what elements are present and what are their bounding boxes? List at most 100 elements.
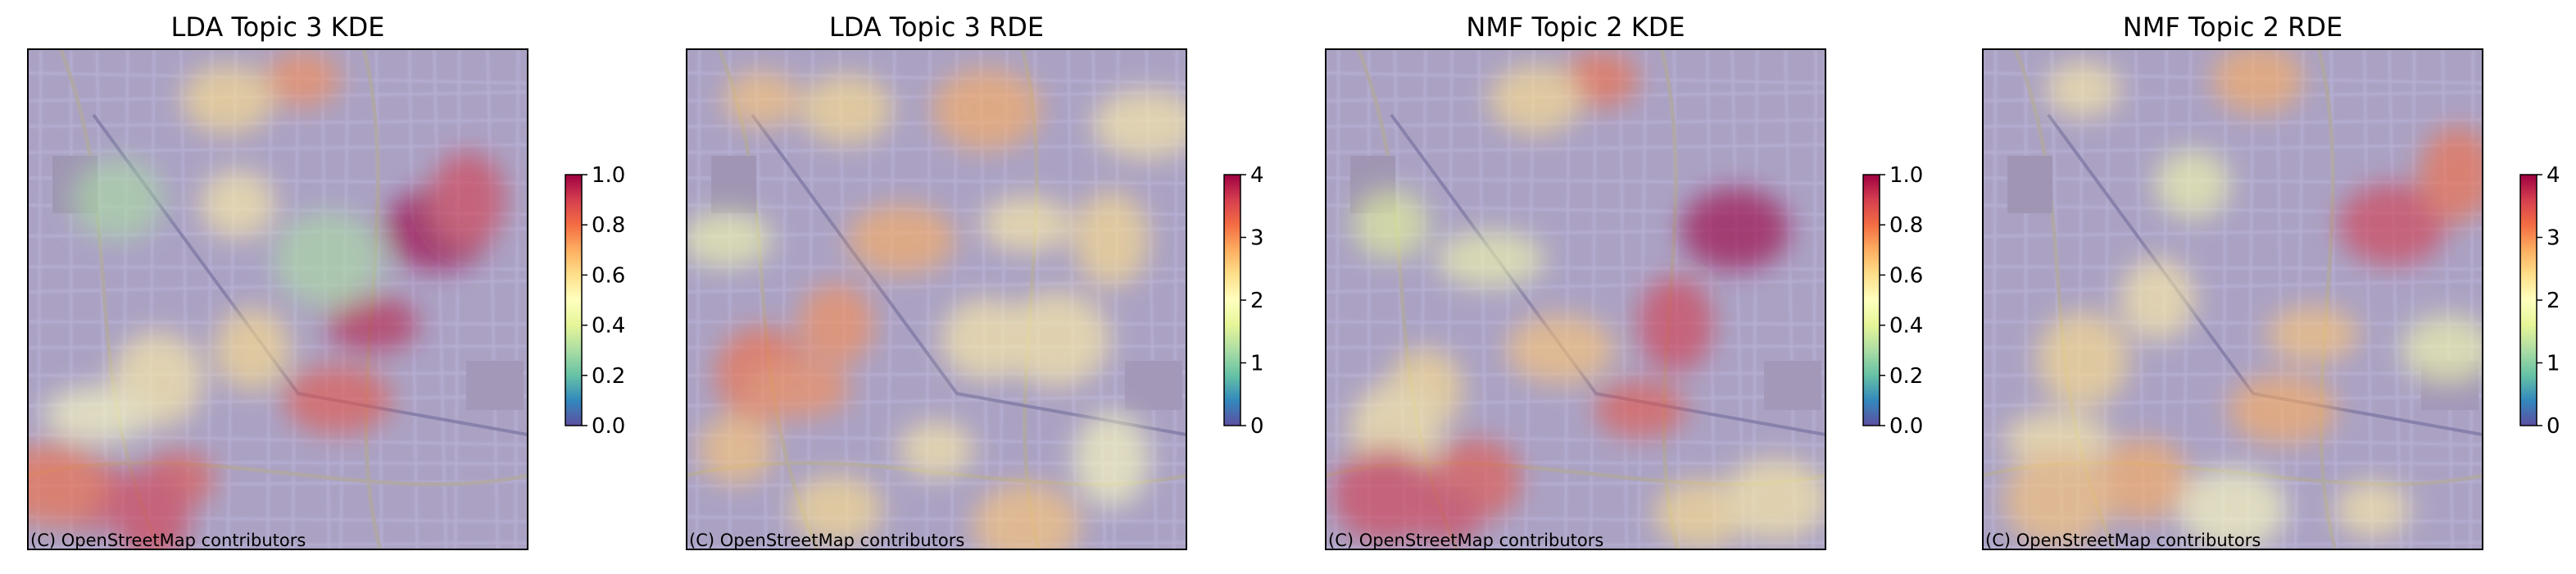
density-hotspot xyxy=(1638,276,1713,372)
colorbar-tick-label: 0.2 xyxy=(1889,364,1923,389)
density-hotspot xyxy=(699,415,774,484)
chart-title: NMF Topic 2 KDE xyxy=(1466,11,1685,43)
map-attribution: (C) OpenStreetMap contributors xyxy=(1328,531,1603,550)
density-hotspot xyxy=(2003,452,2112,547)
basemap xyxy=(687,49,1186,549)
density-hotspot xyxy=(2266,306,2359,362)
density-hotspot xyxy=(899,421,974,477)
density-hotspot xyxy=(972,483,1081,549)
density-hotspot xyxy=(2120,258,2196,340)
density-hotspot xyxy=(1436,231,1545,288)
basemap xyxy=(1983,49,2483,549)
density-hotspot xyxy=(1490,65,1582,134)
chart-panel-2: LDA Topic 3 RDE (C) OpenStreetMap contrib… xyxy=(686,11,1264,550)
colorbar-tick-label: 1 xyxy=(1250,352,1264,376)
density-hotspot xyxy=(182,65,274,134)
density-hotspot xyxy=(326,296,419,353)
density-hotspot xyxy=(115,467,191,549)
density-hotspot xyxy=(1594,381,1687,438)
density-hotspot xyxy=(1073,191,1150,287)
map-frame xyxy=(1982,48,2483,550)
density-hotspot xyxy=(1681,188,1790,271)
colorbar-tick-label: 1.0 xyxy=(1889,163,1923,188)
density-hotspot xyxy=(1408,486,1484,543)
density-overlay xyxy=(28,51,506,549)
density-hotspot xyxy=(43,386,152,443)
density-hotspot xyxy=(723,71,800,127)
chart-panel-4: NMF Topic 2 RDE (C) OpenStreetMap contrib… xyxy=(1982,11,2560,550)
density-hotspot xyxy=(429,152,506,247)
map-frame xyxy=(1325,48,1826,550)
density-hotspot xyxy=(2097,438,2189,521)
chart-panel-1: LDA Topic 3 KDE (C) OpenStreetMap contrib… xyxy=(27,11,625,550)
density-hotspot xyxy=(2045,61,2120,117)
density-hotspot xyxy=(2420,126,2483,222)
basemap xyxy=(28,49,528,549)
colorbar: 0 1 2 3 4 xyxy=(2519,163,2560,439)
density-hotspot xyxy=(2401,315,2483,384)
density-hotspot xyxy=(2211,49,2304,114)
density-hotspot xyxy=(687,211,773,267)
colorbar-tick-label: 0.4 xyxy=(592,314,625,339)
colorbar-tick-label: 0.0 xyxy=(592,414,625,439)
map-frame xyxy=(27,48,528,550)
density-hotspot xyxy=(2155,149,2231,219)
colorbar-tick-label: 0.2 xyxy=(592,364,625,389)
density-hotspot xyxy=(2179,468,2287,549)
map-attribution: (C) OpenStreetMap contributors xyxy=(689,531,964,550)
density-hotspot xyxy=(2334,481,2410,538)
density-hotspot xyxy=(274,212,382,308)
chart-title: LDA Topic 3 RDE xyxy=(829,11,1044,43)
colorbar-tick-label: 0 xyxy=(1250,414,1264,439)
basemap xyxy=(1326,49,1825,549)
chart-title: NMF Topic 2 RDE xyxy=(2123,11,2342,43)
density-hotspot xyxy=(1002,291,1111,387)
density-hotspot xyxy=(265,51,341,107)
density-hotspot xyxy=(980,196,1073,253)
density-hotspot xyxy=(791,475,882,544)
density-overlay xyxy=(687,68,1186,549)
density-hotspot xyxy=(932,68,1041,151)
colorbar-tick-label: 4 xyxy=(2547,163,2560,188)
density-hotspot xyxy=(800,75,893,144)
colorbar-tick-label: 1.0 xyxy=(592,163,625,188)
density-hotspot xyxy=(1562,51,1639,107)
density-hotspot xyxy=(28,443,107,526)
colorbar-tick-label: 0 xyxy=(2547,414,2560,439)
density-hotspot xyxy=(2003,411,2112,467)
colorbar: 0.0 0.2 0.4 0.6 0.8 1.0 xyxy=(1862,163,1923,439)
density-hotspot xyxy=(847,204,956,274)
colorbar-tick-label: 0.8 xyxy=(1889,213,1923,238)
density-hotspot xyxy=(2037,312,2129,408)
colorbar-tick-label: 1 xyxy=(2547,352,2560,376)
density-hotspot xyxy=(215,308,291,390)
density-hotspot xyxy=(1073,412,1150,508)
colorbar-tick-label: 0.6 xyxy=(592,263,625,288)
density-hotspot xyxy=(1721,458,1825,540)
density-overlay xyxy=(1331,51,1825,549)
map-attribution: (C) OpenStreetMap contributors xyxy=(1985,531,2261,550)
map-attribution: (C) OpenStreetMap contributors xyxy=(30,531,306,550)
colorbar-tick-label: 0.6 xyxy=(1889,263,1923,288)
chart-title: LDA Topic 3 KDE xyxy=(171,11,385,43)
colorbar: 0.0 0.2 0.4 0.6 0.8 1.0 xyxy=(565,163,625,439)
colorbar-tick-label: 0.8 xyxy=(592,213,625,238)
colorbar-tick-label: 2 xyxy=(1250,289,1264,313)
density-hotspot xyxy=(1092,89,1186,159)
density-hotspot xyxy=(742,361,851,417)
colorbar-tick-label: 3 xyxy=(1250,226,1264,251)
density-hotspot xyxy=(799,283,874,366)
density-hotspot xyxy=(2229,375,2337,444)
colorbar-tick-label: 0.4 xyxy=(1889,314,1923,339)
map-frame xyxy=(686,48,1187,550)
chart-panel-3: NMF Topic 2 KDE (C) OpenStreetMap contrib… xyxy=(1325,11,1923,550)
density-hotspot xyxy=(1506,315,1615,384)
density-hotspot xyxy=(1353,189,1429,259)
density-hotspot xyxy=(283,365,392,434)
density-hotspot xyxy=(200,170,276,239)
colorbar-tick-label: 3 xyxy=(2547,226,2560,251)
density-hotspot xyxy=(2338,183,2447,266)
density-hotspot xyxy=(71,158,164,240)
colorbar: 0 1 2 3 4 xyxy=(1223,163,1264,439)
